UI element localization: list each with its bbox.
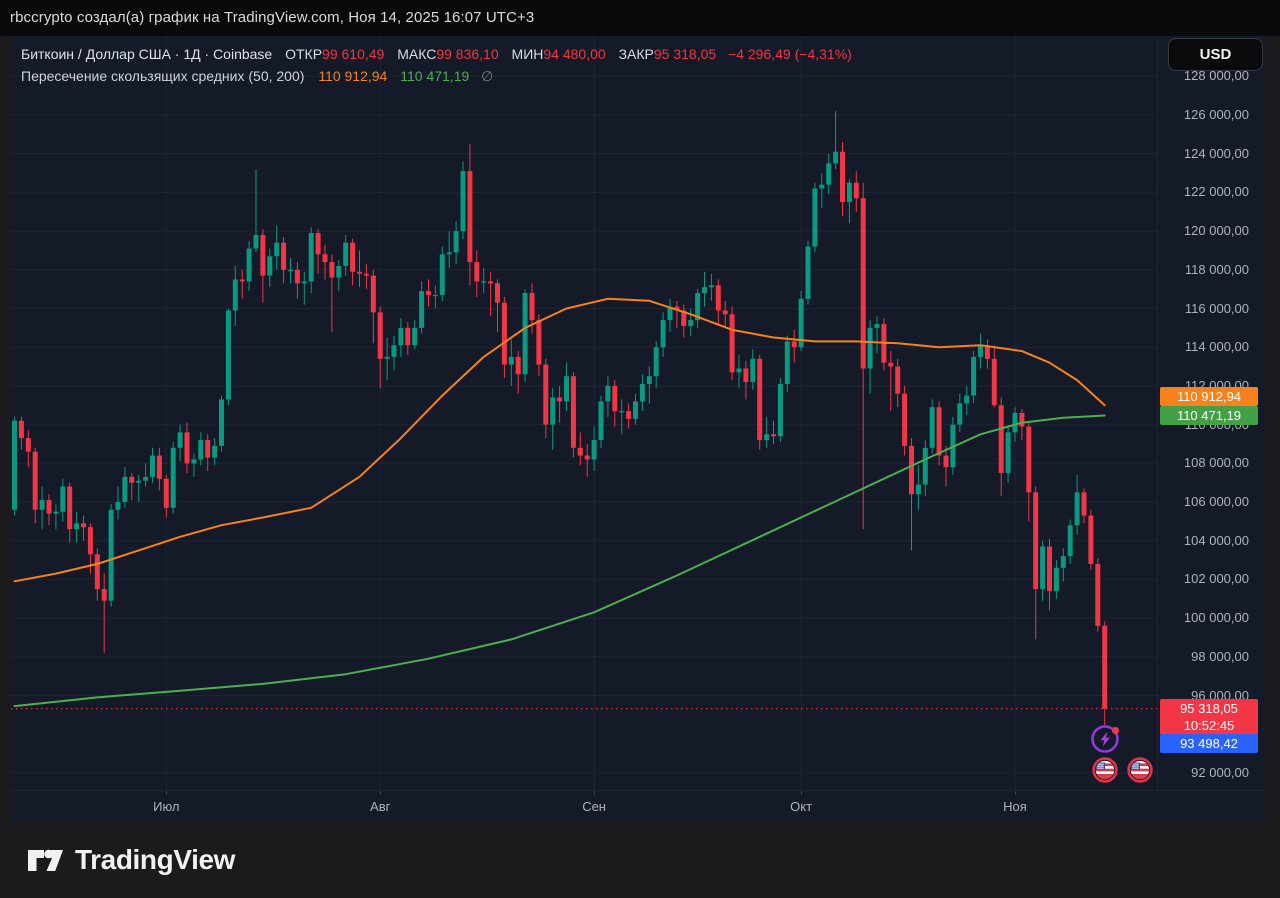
price-axis-label: 118 000,00	[1184, 261, 1249, 277]
price-axis-label: 98 000,00	[1191, 648, 1249, 664]
ma200-legend-value: 110 471,19	[400, 68, 470, 84]
chart-pane[interactable]: Биткоин / Доллар США · 1Д · Coinbase ОТК…	[11, 36, 1265, 822]
price-axis-label: 126 000,00	[1183, 107, 1249, 122]
close-value: 95 318,05	[653, 46, 717, 62]
candles-layer	[12, 111, 1108, 725]
lightning-event-icon[interactable]	[1089, 722, 1123, 761]
currency-button[interactable]: USD	[1168, 38, 1263, 71]
change-value: −4 296,49 (−4,31%)	[728, 46, 852, 62]
us-flag-icon[interactable]	[1126, 756, 1154, 789]
open-value: 99 610,49	[322, 46, 385, 62]
footer-bar: TradingView	[0, 822, 1280, 898]
blue-price-tag: 93 498,42	[1160, 734, 1258, 754]
ma50-legend-value: 110 912,94	[318, 68, 388, 84]
indicator-legend-row: Пересечение скользящих средних (50, 200)…	[21, 66, 852, 86]
candlestick-chart[interactable]	[11, 36, 1157, 790]
ma50-line	[13, 297, 1106, 583]
time-axis-label: Сен	[582, 799, 606, 814]
time-axis-label: Окт	[790, 799, 813, 814]
close-label: ЗАКР	[618, 46, 654, 62]
ma50-price-tag: 110 912,94	[1160, 386, 1258, 406]
price-axis-label: 106 000,00	[1183, 494, 1249, 509]
time-axis-tick	[380, 791, 382, 795]
open-label: ОТКР	[285, 46, 323, 62]
symbol-legend-row: Биткоин / Доллар США · 1Д · Coinbase ОТК…	[21, 44, 852, 64]
time-axis-tick	[1015, 791, 1016, 795]
ma200-price-tag: 110 471,19	[1160, 405, 1258, 425]
chart-legend: Биткоин / Доллар США · 1Д · Coinbase ОТК…	[21, 44, 852, 86]
last-price-tag: 95 318,05 10:52:45	[1160, 698, 1258, 735]
high-label: МАКС	[397, 46, 437, 62]
price-axis-label: 122 000,00	[1183, 184, 1249, 200]
time-axis-tick	[166, 791, 168, 795]
time-axis-label: Ноя	[1003, 799, 1027, 814]
hidden-values-icon: ∅	[481, 68, 494, 84]
price-axis[interactable]: 128 000,00 126 000,00 124 000,00 122 000,00…	[1157, 36, 1265, 790]
ma200-line	[13, 414, 1106, 708]
price-axis-label: 92 000,00	[1191, 764, 1249, 780]
tradingview-logo-icon	[28, 849, 63, 871]
time-axis-tick	[594, 791, 596, 795]
time-axis-label: Авг	[370, 799, 391, 814]
price-axis-label: 114 000,00	[1184, 339, 1249, 355]
price-axis-label: 108 000,00	[1183, 455, 1249, 471]
price-axis-label: 116 000,00	[1184, 300, 1249, 316]
low-value: 94 480,00	[543, 46, 606, 62]
price-axis-label: 104 000,00	[1183, 532, 1249, 548]
attribution-text: rbccrypto создал(а) график на TradingVie…	[10, 9, 535, 26]
price-axis-label: 102 000,00	[1183, 571, 1249, 587]
indicator-name: Пересечение скользящих средних (50, 200)	[21, 68, 305, 84]
time-axis-label: Июл	[153, 799, 180, 814]
symbol-title: Биткоин / Доллар США · 1Д · Coinbase	[21, 46, 273, 62]
gridlines	[11, 36, 1157, 790]
high-value: 99 836,10	[436, 46, 499, 62]
time-axis-tick	[801, 791, 803, 795]
price-axis-label: 120 000,00	[1183, 223, 1249, 239]
us-flag-icon[interactable]	[1091, 756, 1119, 789]
price-axis-label: 128 000,00	[1183, 68, 1249, 84]
tradingview-logo[interactable]: TradingView	[27, 844, 235, 876]
attribution-bar: rbccrypto создал(а) график на TradingVie…	[0, 0, 1280, 36]
time-axis[interactable]: Июл Авг Сен Окт Ноя	[11, 790, 1265, 822]
tradingview-logo-text: TradingView	[75, 844, 236, 875]
low-label: МИН	[511, 46, 544, 62]
price-axis-label: 100 000,00	[1183, 610, 1249, 626]
price-axis-label: 124 000,00	[1183, 145, 1249, 161]
